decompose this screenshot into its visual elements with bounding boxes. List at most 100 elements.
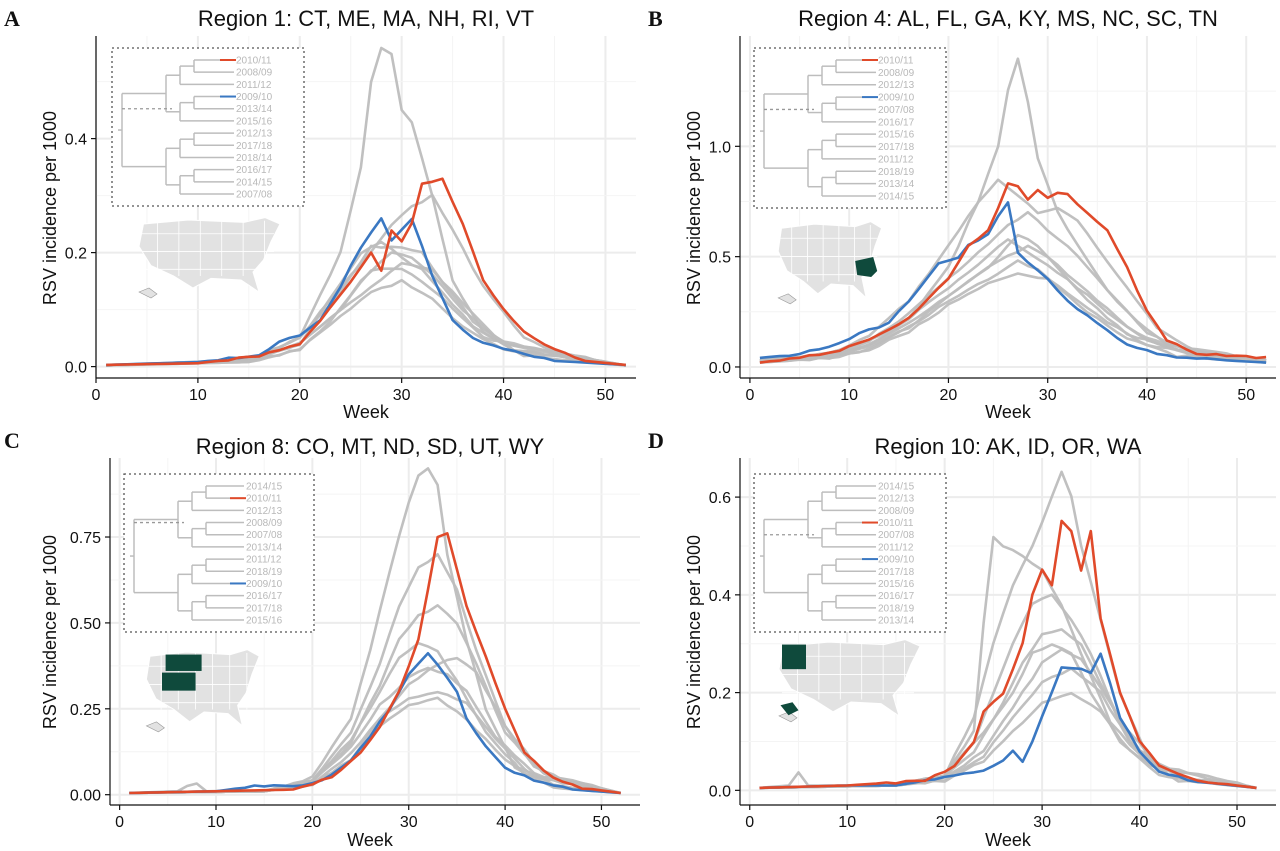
tree-leaf-label: 2010/11 [246, 494, 282, 505]
x-tick-label: 10 [838, 814, 856, 831]
series-line-2010-11 [129, 532, 621, 795]
tree-leaf-label: 2015/16 [246, 616, 283, 627]
x-tick-label: 30 [1039, 387, 1057, 404]
series-line-2010-11 [759, 519, 1257, 790]
tree-leaf-label: 2009/10 [246, 579, 283, 590]
x-tick-label: 40 [495, 387, 513, 404]
x-axis-label: Week [347, 830, 394, 850]
tree-leaf-label: 2018/14 [236, 153, 273, 164]
panel-title: Region 8: CO, MT, ND, SD, UT, WY [196, 434, 545, 459]
tree-leaf-label: 2013/14 [236, 104, 273, 115]
x-axis-label: Week [343, 402, 390, 422]
panel-d: 0 10 20 30 40 50 0.0 0.2 0.4 0.6 D Region 10: AK, I… [648, 428, 1276, 850]
x-tick-label: 50 [593, 814, 611, 831]
tree-inset-background [112, 48, 304, 206]
x-tick-label: 40 [496, 814, 514, 831]
y-axis-label: RSV incidence per 1000 [684, 535, 704, 729]
tree-inset-box [753, 47, 947, 209]
tree-leaf-label: 2017/18 [878, 567, 915, 578]
tree-leaf-label: 2010/11 [878, 56, 914, 67]
panel-letter: A [4, 6, 20, 31]
x-tick-label: 10 [207, 814, 225, 831]
tree-leaf-label: 2015/16 [236, 116, 273, 127]
x-tick-label: 30 [393, 387, 411, 404]
tree-inset-box [753, 473, 947, 633]
tree-leaf-label: 2010/11 [878, 518, 914, 529]
y-tick-label: 0.50 [70, 616, 101, 633]
tree-inset-box [123, 473, 315, 633]
panel-b: 0 10 20 30 40 50 0.0 0.5 1.0 B Region 4: AL, FL, G… [648, 6, 1276, 422]
tree-leaf-label: 2016/17 [878, 591, 915, 602]
tree-leaf-label: 2008/09 [246, 518, 283, 529]
tree-leaf-label: 2014/15 [878, 482, 915, 493]
tree-leaf-label: 2015/16 [878, 579, 915, 590]
tree-leaf-label: 2009/10 [878, 555, 915, 566]
y-tick-label: 0.6 [709, 490, 731, 507]
tree-leaf-label: 2016/17 [236, 165, 273, 176]
y-tick-label: 0.75 [70, 530, 101, 547]
inset: 2014/152010/112012/132008/092007/082013/… [123, 473, 315, 733]
map-region-highlight [855, 257, 878, 277]
x-axis-label: Week [985, 402, 1032, 422]
y-axis-label: RSV incidence per 1000 [684, 111, 704, 305]
tree-leaf-label: 2012/13 [246, 506, 283, 517]
panel-letter: D [648, 428, 664, 453]
y-tick-label: 0.4 [65, 132, 87, 149]
x-tick-label: 10 [840, 387, 858, 404]
y-tick-label: 0.0 [65, 360, 87, 377]
x-tick-label: 20 [303, 814, 321, 831]
series-line-2010-11 [106, 177, 626, 367]
tree-leaf-label: 2007/08 [878, 530, 915, 541]
inset: 2014/152012/132008/092010/112007/082011/… [753, 473, 947, 723]
map-alaska-icon [778, 711, 798, 723]
x-tick-label: 50 [1237, 387, 1255, 404]
x-tick-label: 0 [745, 387, 754, 404]
map-alaska-icon [777, 293, 797, 305]
panel-title: Region 4: AL, FL, GA, KY, MS, NC, SC, TN [798, 6, 1218, 31]
y-axis-label: RSV incidence per 1000 [40, 535, 60, 729]
x-tick-label: 20 [936, 814, 954, 831]
tree-inset-background [124, 474, 314, 632]
us-map-icon [777, 221, 883, 300]
us-map-icon [138, 217, 281, 294]
y-tick-label: 0.0 [709, 783, 731, 800]
tree-leaf-label: 2012/13 [878, 80, 915, 91]
map-region-highlight [162, 672, 196, 691]
x-tick-label: 30 [400, 814, 418, 831]
panel-c: 0 10 20 30 40 50 0.00 0.25 0.50 0.75 C Region 8: CO… [4, 428, 640, 850]
tree-leaf-label: 2015/16 [878, 130, 915, 141]
tree-leaf-label: 2018/19 [878, 603, 915, 614]
tree-leaf-label: 2013/14 [246, 542, 283, 553]
tree-leaf-label: 2007/08 [246, 530, 283, 541]
x-tick-label: 0 [745, 814, 754, 831]
season-lines [759, 57, 1267, 364]
tree-leaf-label: 2017/18 [236, 141, 273, 152]
season-lines [759, 470, 1257, 790]
tree-leaf-label: 2011/12 [878, 154, 914, 165]
y-tick-label: 0.2 [65, 246, 87, 263]
tree-leaf-label: 2008/09 [236, 68, 273, 79]
tree-inset-background [754, 474, 946, 632]
x-tick-label: 40 [1138, 387, 1156, 404]
map-region-highlight [782, 644, 806, 670]
tree-leaf-label: 2013/14 [878, 616, 915, 627]
map-alaska-icon [145, 721, 165, 733]
season-lines [129, 467, 622, 795]
x-tick-label: 10 [189, 387, 207, 404]
y-tick-label: 0.5 [709, 250, 731, 267]
x-tick-label: 30 [1033, 814, 1051, 831]
tree-leaf-label: 2012/13 [236, 129, 273, 140]
map-alaska-icon [138, 287, 158, 299]
tree-leaf-label: 2016/17 [246, 591, 283, 602]
y-tick-label: 1.0 [709, 139, 731, 156]
tree-leaf-label: 2011/12 [246, 555, 282, 566]
tree-leaf-label: 2018/19 [878, 167, 915, 178]
tree-leaf-label: 2008/09 [878, 506, 915, 517]
series-line-other-season [759, 272, 1267, 364]
tree-leaf-label: 2007/08 [878, 105, 915, 116]
season-lines [106, 46, 627, 367]
map-region-highlight [780, 702, 799, 716]
x-tick-label: 20 [940, 387, 958, 404]
